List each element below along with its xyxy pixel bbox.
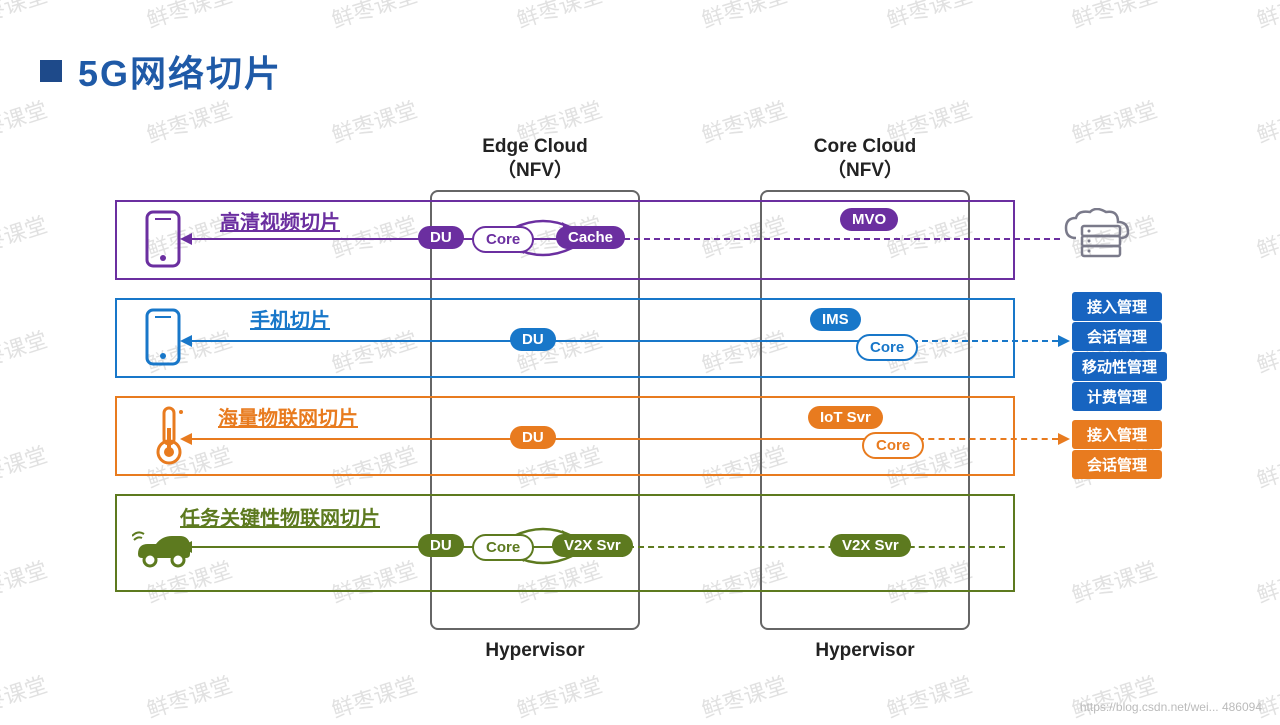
node-ims: IMS	[810, 308, 861, 331]
node-du: DU	[418, 226, 464, 249]
mgmt-badge: 接入管理	[1072, 420, 1162, 449]
slice-title-iot: 海量物联网切片	[218, 402, 358, 431]
node-v2x-svr: V2X Svr	[830, 534, 911, 557]
core-cloud-header: Core Cloud （NFV）	[760, 135, 970, 183]
slice-title-phone: 手机切片	[250, 304, 330, 333]
mgmt-badge: 计费管理	[1072, 382, 1162, 411]
footer-url: https://blog.csdn.net/wei... 486094	[1080, 700, 1262, 714]
edge-cloud-line2: （NFV）	[430, 159, 640, 183]
node-core: Core	[856, 334, 918, 361]
title-bullet-icon	[40, 60, 62, 82]
node-mvo: MVO	[840, 208, 898, 231]
node-core: Core	[472, 226, 534, 253]
edge-cloud-header: Edge Cloud （NFV）	[430, 135, 640, 183]
phone-icon	[145, 308, 181, 366]
core-cloud-line2: （NFV）	[760, 159, 970, 183]
cloud-server-icon	[1062, 208, 1140, 273]
node-core: Core	[862, 432, 924, 459]
arrow-right-icon	[1058, 335, 1070, 347]
node-v2x-svr: V2X Svr	[552, 534, 633, 557]
core-hypervisor-label: Hypervisor	[760, 640, 970, 662]
mgmt-badge: 会话管理	[1072, 450, 1162, 479]
arrow-left-icon	[180, 335, 192, 347]
node-cache: Cache	[556, 226, 625, 249]
arrow-left-icon	[180, 433, 192, 445]
flow-dashed-iot	[918, 438, 1058, 440]
arrow-left-icon	[180, 541, 192, 553]
flow-dashed-video	[614, 238, 1060, 240]
flow-dashed-critical	[628, 546, 1005, 548]
slice-title-video: 高清视频切片	[220, 206, 340, 235]
phone-icon	[145, 210, 181, 268]
core-cloud-line1: Core Cloud	[760, 135, 970, 159]
edge-cloud-line1: Edge Cloud	[430, 135, 640, 159]
node-core: Core	[472, 534, 534, 561]
mgmt-badge: 移动性管理	[1072, 352, 1167, 381]
slice-title-critical: 任务关键性物联网切片	[180, 502, 380, 531]
arrow-right-icon	[1058, 433, 1070, 445]
node-du: DU	[418, 534, 464, 557]
page-title-row: 5G网络切片	[40, 45, 282, 97]
arrow-left-icon	[180, 233, 192, 245]
page-title: 5G网络切片	[78, 45, 282, 97]
flow-dashed-phone	[912, 340, 1058, 342]
node-du: DU	[510, 328, 556, 351]
node-du: DU	[510, 426, 556, 449]
node-iot-svr: IoT Svr	[808, 406, 883, 429]
mgmt-badge: 接入管理	[1072, 292, 1162, 321]
edge-hypervisor-label: Hypervisor	[430, 640, 640, 662]
mgmt-badge: 会话管理	[1072, 322, 1162, 351]
